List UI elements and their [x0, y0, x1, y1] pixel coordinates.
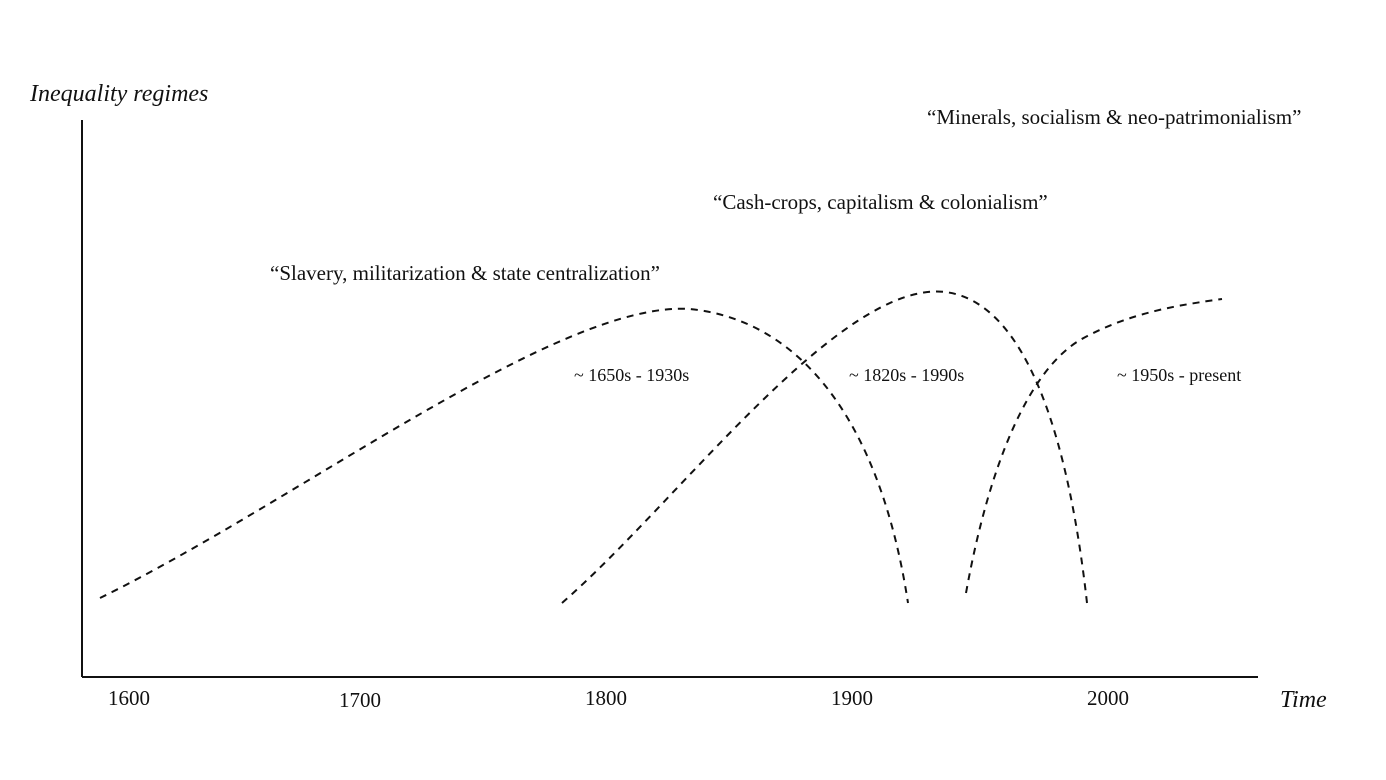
x-tick-label-1700: 1700	[339, 688, 381, 712]
regime-curve-slavery	[99, 307, 909, 604]
period-label-minerals: ~ 1950s - present	[1117, 365, 1241, 385]
x-tick-label-1800: 1800	[585, 686, 627, 710]
period-label-slavery: ~ 1650s - 1930s	[574, 365, 689, 385]
y-axis-title: Inequality regimes	[29, 81, 208, 107]
regime-title-minerals: “Minerals, socialism & neo-patrimonialis…	[927, 105, 1301, 129]
x-tick-label-1600: 1600	[108, 686, 150, 710]
x-tick-label-1900: 1900	[831, 686, 873, 710]
regime-title-slavery: “Slavery, militarization & state central…	[270, 261, 660, 285]
x-axis-title: Time	[1280, 687, 1327, 713]
regime-title-cash-crops: “Cash-crops, capitalism & colonialism”	[713, 190, 1048, 214]
period-label-cash-crops: ~ 1820s - 1990s	[849, 365, 964, 385]
x-tick-label-2000: 2000	[1087, 686, 1129, 710]
regime-curve-cash-crops	[561, 290, 1088, 604]
regime-curve-minerals	[965, 298, 1223, 594]
